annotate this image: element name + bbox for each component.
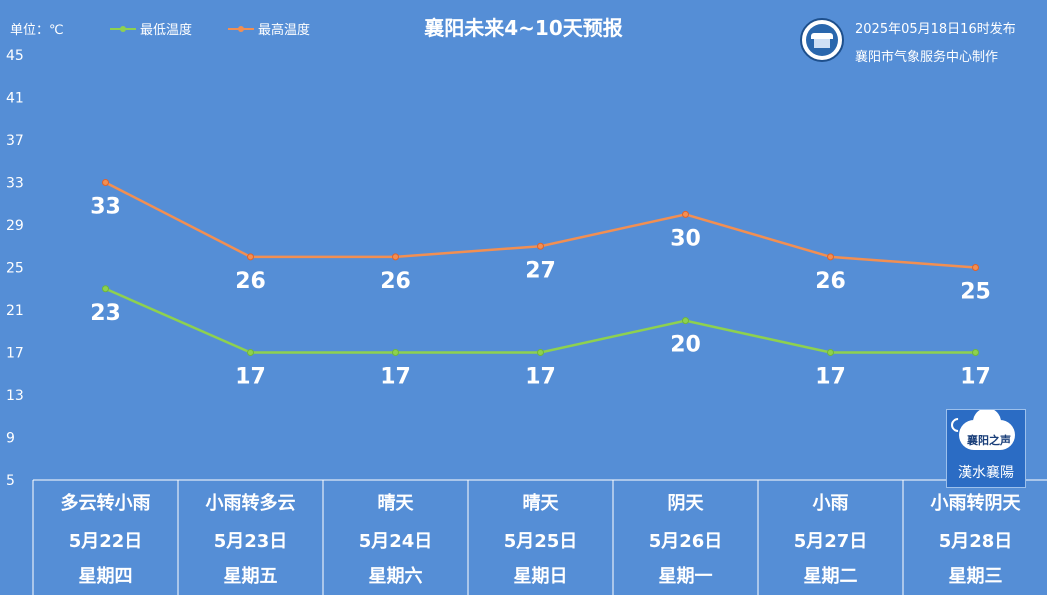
- date-label: 5月27日: [794, 531, 868, 552]
- unit-label: 单位：℃: [10, 23, 64, 38]
- weather-label: 晴天: [378, 492, 415, 514]
- date-label: 5月25日: [504, 531, 578, 552]
- y-tick-label: 9: [6, 431, 15, 447]
- legend-item-min[interactable]: 最低温度: [110, 19, 192, 38]
- max-temp-label: 25: [960, 280, 991, 305]
- legend-swatch-max: [228, 25, 254, 32]
- min-temp-label: 17: [960, 365, 991, 390]
- max-temp-label: 27: [525, 258, 556, 283]
- weekday-label: 星期六: [369, 565, 423, 587]
- weather-label: 小雨: [813, 493, 849, 514]
- producer-label: 襄阳市气象服务中心制作: [855, 50, 999, 65]
- legend-label-max: 最高温度: [258, 23, 311, 38]
- xiangyang-weather-seal-icon: [800, 18, 844, 62]
- y-tick-label: 25: [6, 261, 24, 277]
- min-temp-label: 17: [235, 365, 266, 390]
- y-tick-label: 37: [6, 133, 24, 149]
- weekday-label: 星期日: [514, 566, 568, 587]
- max-temp-label: 26: [815, 269, 846, 294]
- max-temp-line: [104, 181, 976, 269]
- weather-label: 阴天: [668, 493, 705, 514]
- weekday-label: 星期五: [224, 566, 278, 587]
- max-temp-label: 26: [380, 269, 411, 294]
- max-temp-label: 33: [90, 195, 121, 220]
- weather-label: 小雨转多云: [206, 492, 296, 514]
- weekday-label: 星期三: [949, 566, 1003, 587]
- min-temp-label: 20: [670, 333, 701, 358]
- min-temp-label: 17: [815, 365, 846, 390]
- y-tick-label: 17: [6, 346, 24, 362]
- min-temp-label: 23: [90, 301, 121, 326]
- weekday-label: 星期一: [659, 566, 713, 587]
- badge-bottom-text: 漢水襄陽: [958, 465, 1014, 481]
- legend-label-min: 最低温度: [140, 23, 193, 38]
- min-temp-label: 17: [380, 365, 411, 390]
- date-label: 5月22日: [69, 531, 143, 552]
- y-tick-label: 5: [6, 473, 15, 489]
- min-temp-point: [102, 285, 109, 293]
- weather-label: 多云转小雨: [61, 492, 151, 514]
- date-label: 5月23日: [214, 531, 288, 552]
- badge-cloud-name: 襄阳之声: [967, 434, 1011, 447]
- y-tick-label: 21: [6, 303, 24, 319]
- publish-time: 2025年05月18日16时发布: [855, 22, 1016, 37]
- legend-item-max[interactable]: 最高温度: [228, 19, 310, 38]
- weather-label: 小雨转阴天: [931, 492, 1022, 514]
- max-temp-point: [247, 253, 254, 261]
- legend-swatch-min: [110, 25, 136, 32]
- date-label: 5月26日: [649, 531, 723, 552]
- max-temp-label: 26: [235, 269, 266, 294]
- weekday-label: 星期二: [804, 566, 858, 587]
- weekday-label: 星期四: [79, 566, 133, 587]
- max-temp-point: [682, 210, 689, 218]
- y-tick-label: 41: [6, 91, 24, 107]
- min-temp-point: [537, 349, 544, 356]
- chart-title: 襄阳未来4~10天预报: [424, 16, 623, 40]
- max-temp-point: [392, 253, 399, 261]
- y-tick-label: 29: [6, 218, 24, 234]
- max-temp-point: [827, 253, 834, 261]
- min-temp-point: [392, 349, 399, 356]
- max-temp-point: [537, 242, 544, 250]
- min-temp-point: [247, 349, 254, 356]
- y-tick-label: 13: [6, 388, 24, 404]
- max-temp-point: [972, 264, 979, 271]
- date-label: 5月24日: [359, 531, 433, 552]
- date-label: 5月28日: [939, 531, 1013, 552]
- min-temp-label: 17: [525, 365, 556, 390]
- max-temp-point: [102, 179, 109, 186]
- y-tick-label: 33: [6, 176, 24, 192]
- y-tick-label: 45: [6, 48, 24, 64]
- min-temp-line: [104, 287, 976, 354]
- max-temp-label: 30: [670, 226, 701, 251]
- radio-cloud-logo-icon: 襄阳之声 漢水襄陽: [946, 409, 1026, 488]
- min-temp-point: [682, 317, 689, 325]
- weather-label: 晴天: [523, 492, 560, 514]
- min-temp-point: [972, 349, 979, 356]
- min-temp-point: [827, 349, 834, 356]
